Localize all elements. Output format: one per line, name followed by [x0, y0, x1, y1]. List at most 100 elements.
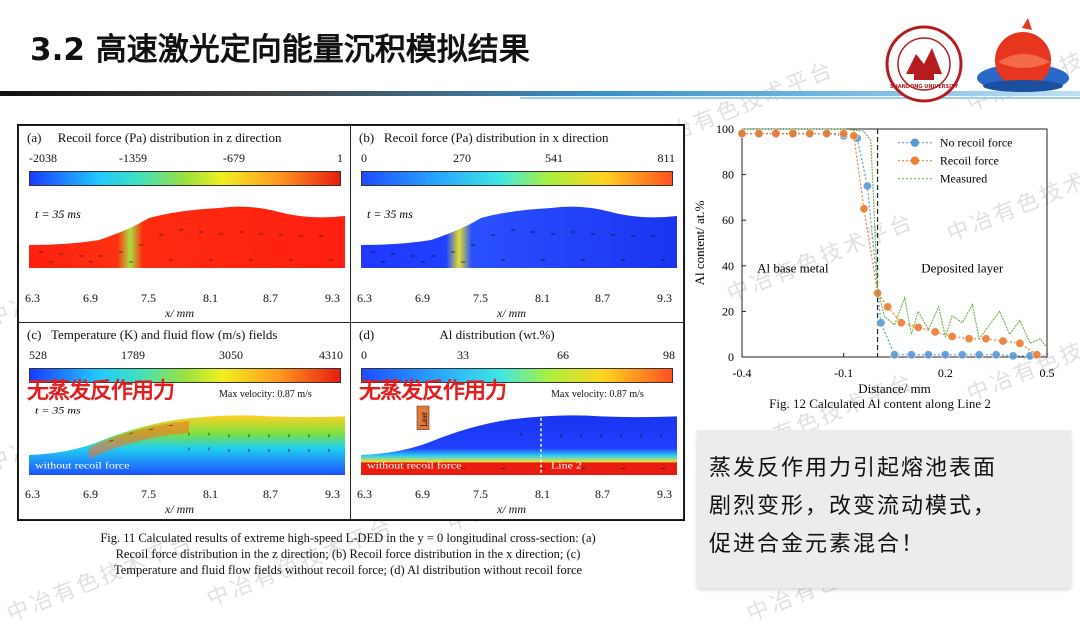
panel-a-label: (a) — [27, 130, 42, 145]
series-point-1 — [788, 129, 798, 139]
panel-a-xaxis: 6.3 6.9 7.5 8.1 8.7 9.3 — [25, 291, 349, 305]
series-point-0 — [974, 350, 984, 360]
x-tick: 7.5 — [141, 291, 156, 305]
x-tick: 6.9 — [415, 291, 430, 305]
panel-c-title: Temperature (K) and fluid flow (m/s) fie… — [50, 327, 278, 342]
panel-d-field: Laser without recoil force Line 2 — [361, 405, 677, 475]
cb-tick: 4310 — [319, 348, 343, 362]
legend-label: No recoil force — [940, 136, 1013, 150]
y-tick-label: 60 — [722, 213, 734, 227]
cb-tick: 270 — [453, 151, 471, 165]
panel-c-xaxis: 6.3 6.9 7.5 8.1 8.7 9.3 — [25, 487, 349, 501]
fig11-caption-line: Fig. 11 Calculated results of extreme hi… — [100, 531, 596, 545]
cb-tick: 0 — [361, 151, 367, 165]
x-tick: 6.9 — [83, 291, 98, 305]
panel-d-no-recoil-overlay: 无蒸发反作用力 — [359, 379, 507, 404]
panel-b-heading: (b) Recoil force (Pa) distribution in x … — [359, 130, 608, 146]
series-point-0 — [957, 350, 967, 360]
legend-marker — [910, 156, 920, 165]
series-point-1 — [839, 129, 849, 139]
series-point-1 — [913, 322, 923, 332]
summary-line: 蒸发反作用力引起熔池表面 — [709, 456, 998, 481]
panel-c-max-velocity: Max velocity: 0.87 m/s — [219, 389, 312, 400]
series-line-2 — [742, 128, 1048, 349]
x-tick: 9.3 — [657, 487, 672, 501]
x-tick: 8.7 — [595, 487, 610, 501]
series-point-1 — [883, 302, 893, 312]
series-point-1 — [754, 129, 764, 139]
y-tick-label: 40 — [722, 259, 734, 273]
series-point-1 — [1032, 350, 1042, 360]
panel-c-xlabel: x/ mm — [165, 502, 194, 516]
panel-a-heading: (a) Recoil force (Pa) distribution in z … — [27, 130, 282, 146]
cb-tick: -679 — [223, 151, 245, 165]
panel-d-laser-label: Laser — [419, 412, 429, 427]
university-seal-year: 1901 — [916, 64, 932, 71]
x-tick: 7.5 — [473, 291, 488, 305]
panel-b-label: (b) — [359, 130, 375, 145]
x-tick: 8.7 — [263, 487, 278, 501]
x-tick-label: -0.4 — [733, 366, 752, 380]
x-tick-label: 0.5 — [1040, 366, 1055, 380]
panel-b-time: t = 35 ms — [367, 207, 413, 221]
series-point-1 — [930, 327, 940, 337]
fig12-chart: 0 20 40 60 80 100 -0.4 -0.1 0.2 0.5 Distance/ mm Al… — [692, 122, 1055, 396]
x-tick: 9.3 — [325, 487, 340, 501]
series-point-0 — [1008, 351, 1018, 361]
panel-c: (c) Temperature (K) and fluid flow (m/s)… — [18, 322, 352, 520]
series-point-1 — [981, 334, 991, 344]
series-point-1 — [859, 204, 869, 214]
panel-c-colorbar-labels: 528 1789 3050 4310 — [27, 348, 347, 364]
panel-a-title: Recoil force (Pa) distribution in z dire… — [57, 130, 282, 145]
panel-d-xaxis: 6.3 6.9 7.5 8.1 8.7 9.3 — [357, 487, 681, 501]
cb-tick: 0 — [361, 348, 367, 362]
y-tick-label: 0 — [728, 350, 734, 364]
series-point-0 — [876, 318, 886, 328]
panel-d-note: without recoil force — [367, 462, 462, 471]
panel-c-label: (c) — [27, 327, 42, 342]
cb-tick: 528 — [29, 348, 47, 362]
cb-tick: -1359 — [119, 151, 147, 165]
x-axis-label: Distance/ mm — [858, 381, 931, 396]
series-point-1 — [822, 129, 832, 139]
x-tick-label: -0.1 — [834, 366, 853, 380]
series-point-1 — [947, 331, 957, 341]
panel-a-time: t = 35 ms — [35, 207, 81, 221]
fig11-frame — [17, 124, 685, 521]
panel-d-label: (d) — [359, 327, 375, 342]
series-point-1 — [737, 129, 747, 139]
x-tick: 8.1 — [535, 291, 550, 305]
x-tick: 6.3 — [25, 291, 40, 305]
panel-a-field: t = 35 ms — [29, 206, 345, 268]
panel-a-colorbar-labels: -2038 -1359 -679 1 — [27, 151, 347, 167]
y-tick-label: 20 — [722, 304, 734, 318]
university-seal-name: SHANDONG UNIVERSITY — [890, 84, 959, 90]
cb-tick: 811 — [657, 151, 675, 165]
x-tick: 8.1 — [535, 487, 550, 501]
panel-d-colorbar — [361, 368, 673, 383]
fig11-caption-line: Temperature and fluid flow fields withou… — [113, 563, 583, 577]
x-tick: 6.9 — [83, 487, 98, 501]
x-tick: 6.3 — [25, 487, 40, 501]
panel-a-colorbar — [29, 171, 341, 186]
x-tick: 8.1 — [203, 291, 218, 305]
series-point-1 — [896, 318, 906, 328]
legend-marker — [910, 138, 920, 147]
legend-label: Measured — [940, 172, 987, 186]
x-tick: 9.3 — [657, 291, 672, 305]
plot-frame — [741, 128, 1048, 358]
cb-tick: -2038 — [29, 151, 57, 165]
panel-c-colorbar — [29, 368, 341, 383]
region-label-deposited-layer: Deposited layer — [921, 261, 1004, 276]
series-point-0 — [906, 350, 916, 360]
series-point-1 — [805, 129, 815, 139]
y-tick-label: 80 — [722, 168, 734, 182]
fig11-caption: Fig. 11 Calculated results of extreme hi… — [18, 530, 678, 578]
x-tick: 6.9 — [415, 487, 430, 501]
cb-tick: 98 — [663, 348, 675, 362]
panel-d-colorbar-labels: 0 33 66 98 — [359, 348, 679, 364]
panel-c-time: t = 35 ms — [35, 407, 81, 416]
title-underline — [0, 91, 1080, 96]
panel-a-xlabel: x/ mm — [165, 306, 194, 320]
series-point-0 — [862, 181, 872, 191]
